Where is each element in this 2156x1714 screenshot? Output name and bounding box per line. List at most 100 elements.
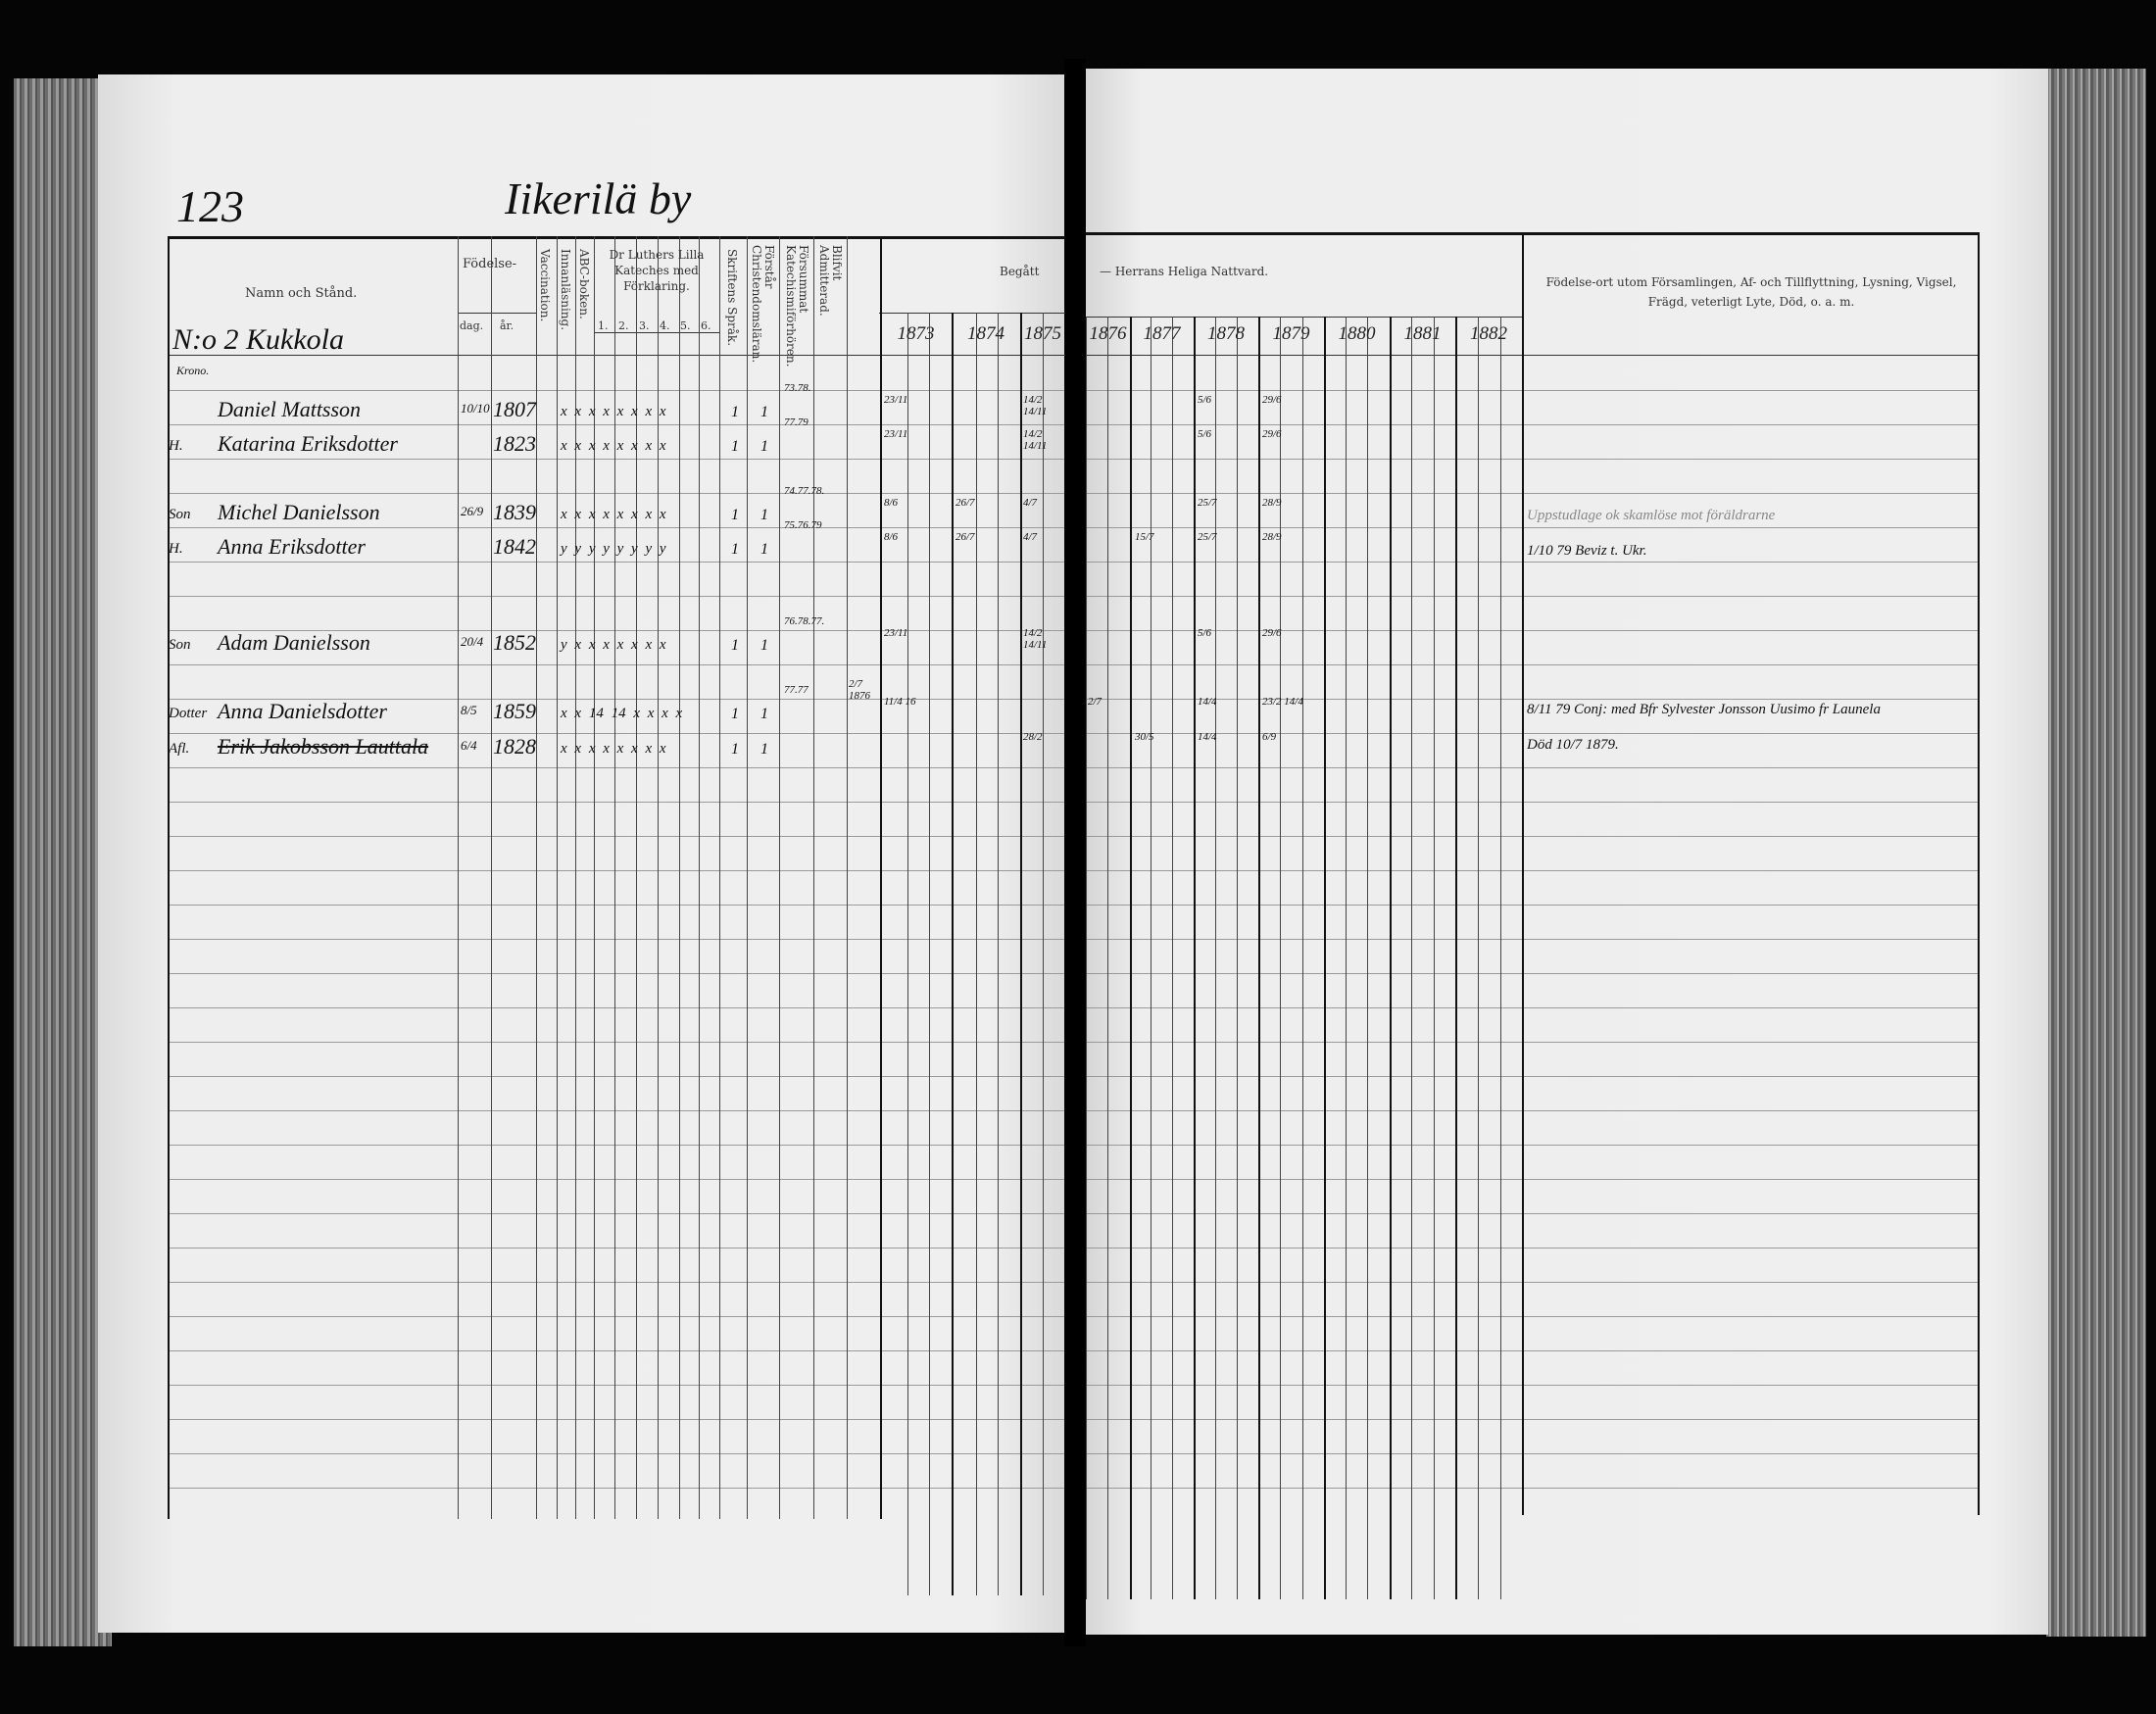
ruled-line (1086, 459, 1978, 460)
ruled-line (1086, 1076, 1978, 1077)
ruled-line (1086, 424, 1978, 425)
christianity-mark: 1 (760, 741, 768, 758)
row-prefix: Dotter (169, 706, 208, 721)
communion-date: 8/6 (884, 531, 899, 543)
communion-date: 25/7 (1198, 497, 1217, 509)
missed-hearings: 73.78. (784, 382, 811, 394)
header-year: år. (500, 319, 514, 332)
column-line (1390, 317, 1392, 1599)
person-name: Katarina Eriksdotter (218, 431, 398, 456)
scripture-mark: 1 (731, 507, 739, 523)
column-line (1434, 317, 1435, 1599)
column-line (1020, 313, 1022, 1595)
ruled-line (1086, 1007, 1978, 1008)
communion-date: 23/11 (884, 428, 908, 440)
christianity-mark: 1 (760, 438, 768, 455)
ruled-line (1086, 493, 1978, 494)
column-line (1280, 317, 1281, 1599)
ruled-line (1086, 1248, 1978, 1249)
ruled-line (1086, 1488, 1978, 1489)
ruled-line (1086, 1316, 1978, 1317)
missed-hearings: 74.77.78. (784, 485, 825, 497)
person-name: Anna Danielsdotter (218, 699, 387, 723)
column-line (998, 313, 999, 1595)
ruled-line (169, 1213, 1064, 1214)
birth-year: 1807 (493, 397, 536, 421)
ruled-line (169, 1350, 1064, 1351)
communion-date: 28/9 (1262, 531, 1282, 543)
scripture-mark: 1 (731, 637, 739, 654)
ruled-line (169, 1316, 1064, 1317)
birth-divider (458, 313, 536, 314)
communion-date: 29/6 (1262, 394, 1282, 406)
communion-date: 14/2 14/11 (1023, 428, 1048, 452)
missed-hearings: 75.76.79 (784, 519, 822, 531)
communion-date: 26/7 (956, 531, 975, 543)
ruled-line (1086, 802, 1978, 803)
column-line (880, 236, 882, 1519)
header-bottom-border (1086, 355, 1522, 356)
column-line (658, 236, 659, 1519)
column-line (747, 236, 748, 1519)
column-line (575, 236, 576, 1519)
row-prefix: H. (169, 438, 183, 454)
header-catechism-part: 3. (639, 319, 650, 332)
ruled-line (1086, 562, 1978, 563)
admitted-date: 2/7 1876 (849, 678, 870, 703)
column-line (1478, 317, 1479, 1599)
column-line (719, 236, 720, 1519)
ruled-line (1086, 905, 1978, 906)
ruled-line (169, 767, 1064, 768)
communion-date: 4/7 (1023, 531, 1038, 543)
column-line (1194, 317, 1196, 1599)
ruled-line (169, 1419, 1064, 1420)
ruled-line (1086, 1110, 1978, 1111)
column-line (1978, 232, 1980, 1515)
person-name: Daniel Mattsson (218, 397, 362, 421)
table-top-border (168, 236, 1065, 239)
ruled-line (1086, 767, 1978, 768)
ruled-line (169, 973, 1064, 974)
communion-date: 5/6 (1198, 428, 1212, 440)
ruled-line (1086, 699, 1978, 700)
communion-date: 5/6 (1198, 627, 1212, 639)
header-catechism-part: 5. (680, 319, 691, 332)
catechism-marks: x x 14 14 x x x x (561, 706, 683, 721)
remark: Död 10/7 1879. (1527, 737, 1619, 753)
year-header-1879: 1879 (1272, 323, 1310, 344)
header-catechism-part: 4. (660, 319, 670, 332)
header-reading: Innanläsning. (559, 249, 572, 331)
christianity-mark: 1 (760, 541, 768, 558)
right-page (1084, 69, 2048, 1635)
communion-date: 11/4 16 (884, 696, 916, 708)
communion-date: 23/11 (884, 394, 908, 406)
communion-date: 4/7 (1023, 497, 1038, 509)
column-line (491, 236, 492, 1519)
household-label: N:o 2 Kukkola (172, 323, 344, 356)
year-header-1882: 1882 (1470, 323, 1507, 344)
column-line (1324, 317, 1326, 1599)
scripture-mark: 1 (731, 706, 739, 722)
birth-year: 1859 (493, 699, 536, 723)
communion-date: 2/7 (1088, 696, 1102, 708)
ruled-line (1086, 1145, 1978, 1146)
page-edges-right (2046, 69, 2146, 1637)
ruled-line (1086, 1213, 1978, 1214)
person-name: Adam Danielsson (218, 630, 370, 655)
ruled-line (1086, 836, 1978, 837)
ruled-line (169, 527, 1064, 528)
person-name: Michel Danielsson (218, 500, 380, 524)
person-name: Erik Jakobsson Lauttala (218, 734, 429, 759)
ruled-line (169, 939, 1064, 940)
ruled-line (169, 562, 1064, 563)
communion-date: 23/2 14/4 (1262, 696, 1303, 708)
header-catechism-part: 2. (618, 319, 629, 332)
header-bottom-border (168, 355, 1065, 356)
ruled-line (169, 1179, 1064, 1180)
column-line (907, 313, 908, 1595)
column-line (168, 236, 170, 1519)
header-remarks: Födelse-ort utom Församlingen, Af- och T… (1545, 275, 1957, 309)
catechism-marks: x x x x x x x x (561, 404, 666, 419)
year-header-1880: 1880 (1338, 323, 1376, 344)
page-edges-left (14, 78, 112, 1646)
